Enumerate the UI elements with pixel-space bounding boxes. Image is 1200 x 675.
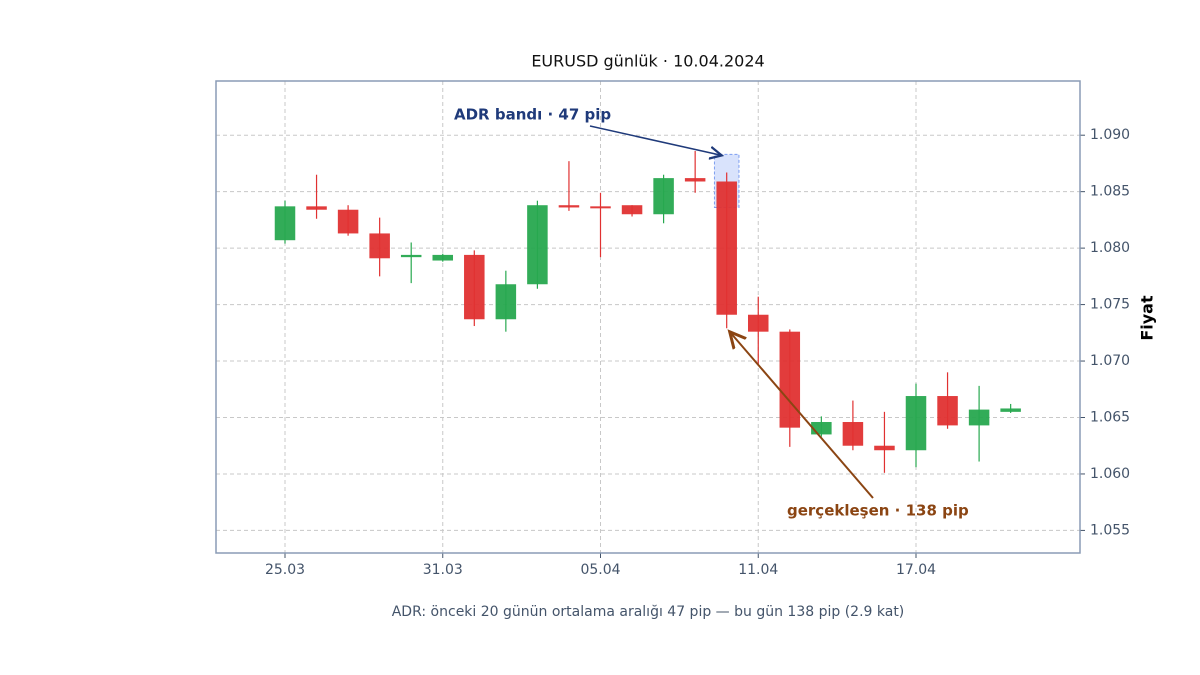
candle-body bbox=[400, 254, 422, 258]
plot-frame bbox=[215, 80, 1081, 554]
candle-body bbox=[653, 178, 674, 215]
candle-body bbox=[337, 209, 359, 234]
x-tick-label: 11.04 bbox=[738, 562, 778, 578]
candle-body bbox=[684, 178, 706, 182]
y-tick-label: 1.090 bbox=[1090, 127, 1130, 143]
candle-body bbox=[874, 445, 895, 451]
candle-body bbox=[905, 396, 927, 451]
candle-body bbox=[968, 409, 990, 426]
y-axis-label: Fiyat bbox=[1138, 295, 1157, 341]
candle-body bbox=[747, 314, 769, 332]
candle-body bbox=[716, 181, 737, 315]
annotation-arrow bbox=[589, 125, 722, 155]
annotation: ADR bandı · 47 pip bbox=[454, 106, 611, 124]
caption: ADR: önceki 20 günün ortalama aralığı 47… bbox=[392, 604, 905, 620]
candle-body bbox=[842, 422, 864, 446]
x-tick-label: 17.04 bbox=[896, 562, 936, 578]
x-tick-label: 31.03 bbox=[423, 562, 463, 578]
candle-body bbox=[937, 396, 958, 426]
candle-body bbox=[527, 205, 548, 285]
candle-body bbox=[495, 284, 517, 320]
y-tick-label: 1.080 bbox=[1090, 240, 1130, 256]
y-tick-label: 1.075 bbox=[1090, 297, 1130, 313]
annotation: gerçekleşen · 138 pip bbox=[787, 502, 969, 520]
y-tick-label: 1.060 bbox=[1090, 466, 1130, 482]
y-tick-label: 1.065 bbox=[1090, 409, 1130, 425]
candle-body bbox=[558, 205, 580, 208]
y-tick-label: 1.055 bbox=[1090, 522, 1130, 538]
x-tick-label: 25.03 bbox=[265, 562, 305, 578]
x-tick-label: 05.04 bbox=[580, 562, 620, 578]
candle-body bbox=[274, 206, 296, 241]
chart-title: EURUSD günlük · 10.04.2024 bbox=[531, 52, 764, 71]
candle-body bbox=[590, 206, 611, 209]
candle-body bbox=[464, 254, 485, 320]
candle-body bbox=[306, 206, 327, 210]
candle-body bbox=[779, 331, 801, 428]
y-tick-label: 1.085 bbox=[1090, 184, 1130, 200]
annotation-arrow bbox=[730, 332, 874, 499]
candle-body bbox=[369, 233, 390, 259]
candle-body bbox=[432, 254, 454, 261]
candle-body bbox=[621, 205, 643, 215]
candle-body bbox=[1000, 408, 1021, 412]
y-tick-label: 1.070 bbox=[1090, 353, 1130, 369]
